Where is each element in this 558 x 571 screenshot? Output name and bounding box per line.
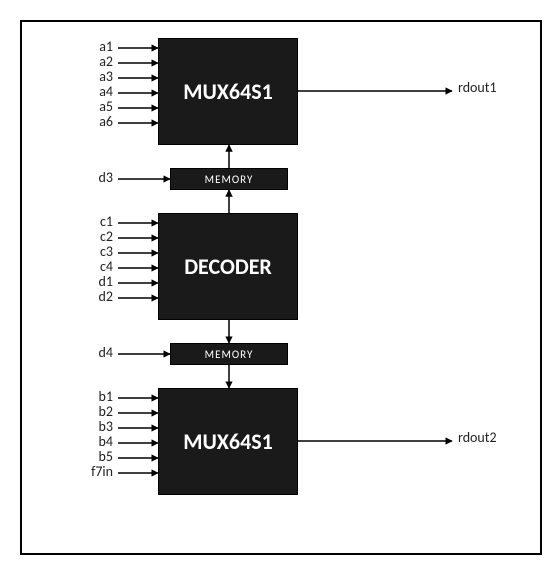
label-mem2-0: d4 [65,344,113,361]
block-mem1-label: MEMORY [205,173,254,186]
label-out-mux2: rdout2 [458,429,497,446]
block-mux1-label: MUX64S1 [183,78,273,105]
block-mux1: MUX64S1 [158,38,298,145]
label-out-mux1: rdout1 [458,79,497,96]
label-mem1-0: d3 [65,169,113,186]
block-mem2: MEMORY [170,343,288,365]
label-decoder-5: d2 [65,288,113,305]
label-mux2-5: f7in [65,463,113,480]
block-mem2-label: MEMORY [205,348,254,361]
block-mem1: MEMORY [170,168,288,190]
block-mux2-label: MUX64S1 [183,428,273,455]
block-mux2: MUX64S1 [158,388,298,495]
diagram-frame: MUX64S1MEMORYDECODERMEMORYMUX64S1 a1a2a3… [0,0,558,571]
block-decoder: DECODER [158,213,298,320]
label-mux1-5: a6 [65,113,113,130]
block-decoder-label: DECODER [184,253,272,280]
